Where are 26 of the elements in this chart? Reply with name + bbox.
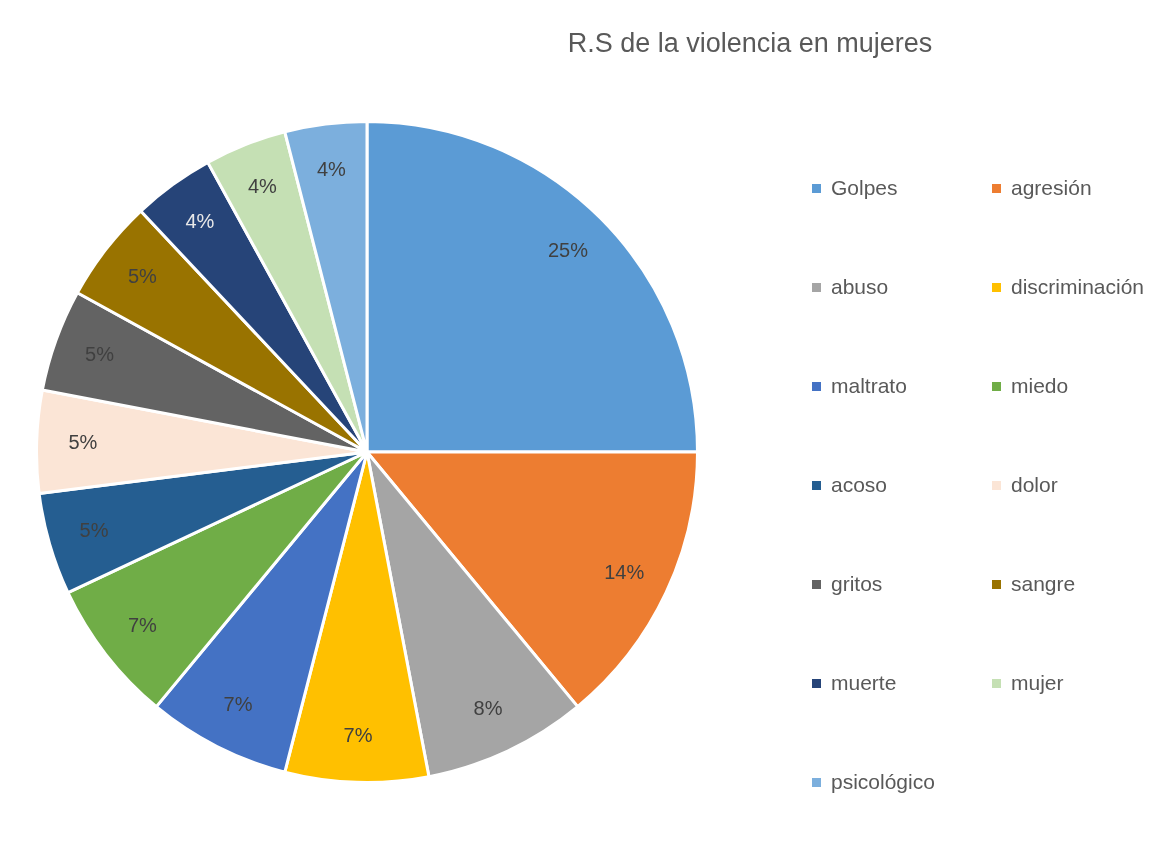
legend-label: abuso xyxy=(831,275,889,299)
data-label: 7% xyxy=(343,723,373,746)
data-label: 7% xyxy=(127,613,158,636)
data-label: 4% xyxy=(247,175,278,198)
legend-label: dolor xyxy=(1011,473,1058,497)
legend-label: gritos xyxy=(831,572,883,596)
chart-title: R.S de la violencia en mujeres xyxy=(566,28,934,59)
data-label: 7% xyxy=(223,692,253,715)
legend-label: muerte xyxy=(831,671,897,695)
data-label: 14% xyxy=(604,560,645,583)
data-label: 5% xyxy=(68,430,98,453)
legend-label: acoso xyxy=(831,473,888,497)
data-label: 4% xyxy=(316,157,347,180)
legend-label: sangre xyxy=(1011,572,1076,596)
legend-label: Golpes xyxy=(831,176,898,200)
data-label: 8% xyxy=(473,696,503,719)
data-label: 4% xyxy=(185,209,215,232)
data-label: 5% xyxy=(79,518,109,541)
legend-label: agresión xyxy=(1011,176,1092,200)
data-label: 25% xyxy=(547,238,589,261)
legend-label: maltrato xyxy=(831,374,907,398)
legend-label: psicológico xyxy=(831,770,935,794)
legend-label: miedo xyxy=(1011,374,1069,398)
legend-label: mujer xyxy=(1011,671,1064,695)
legend-label: discriminación xyxy=(1011,275,1145,299)
data-label: 5% xyxy=(127,265,158,288)
